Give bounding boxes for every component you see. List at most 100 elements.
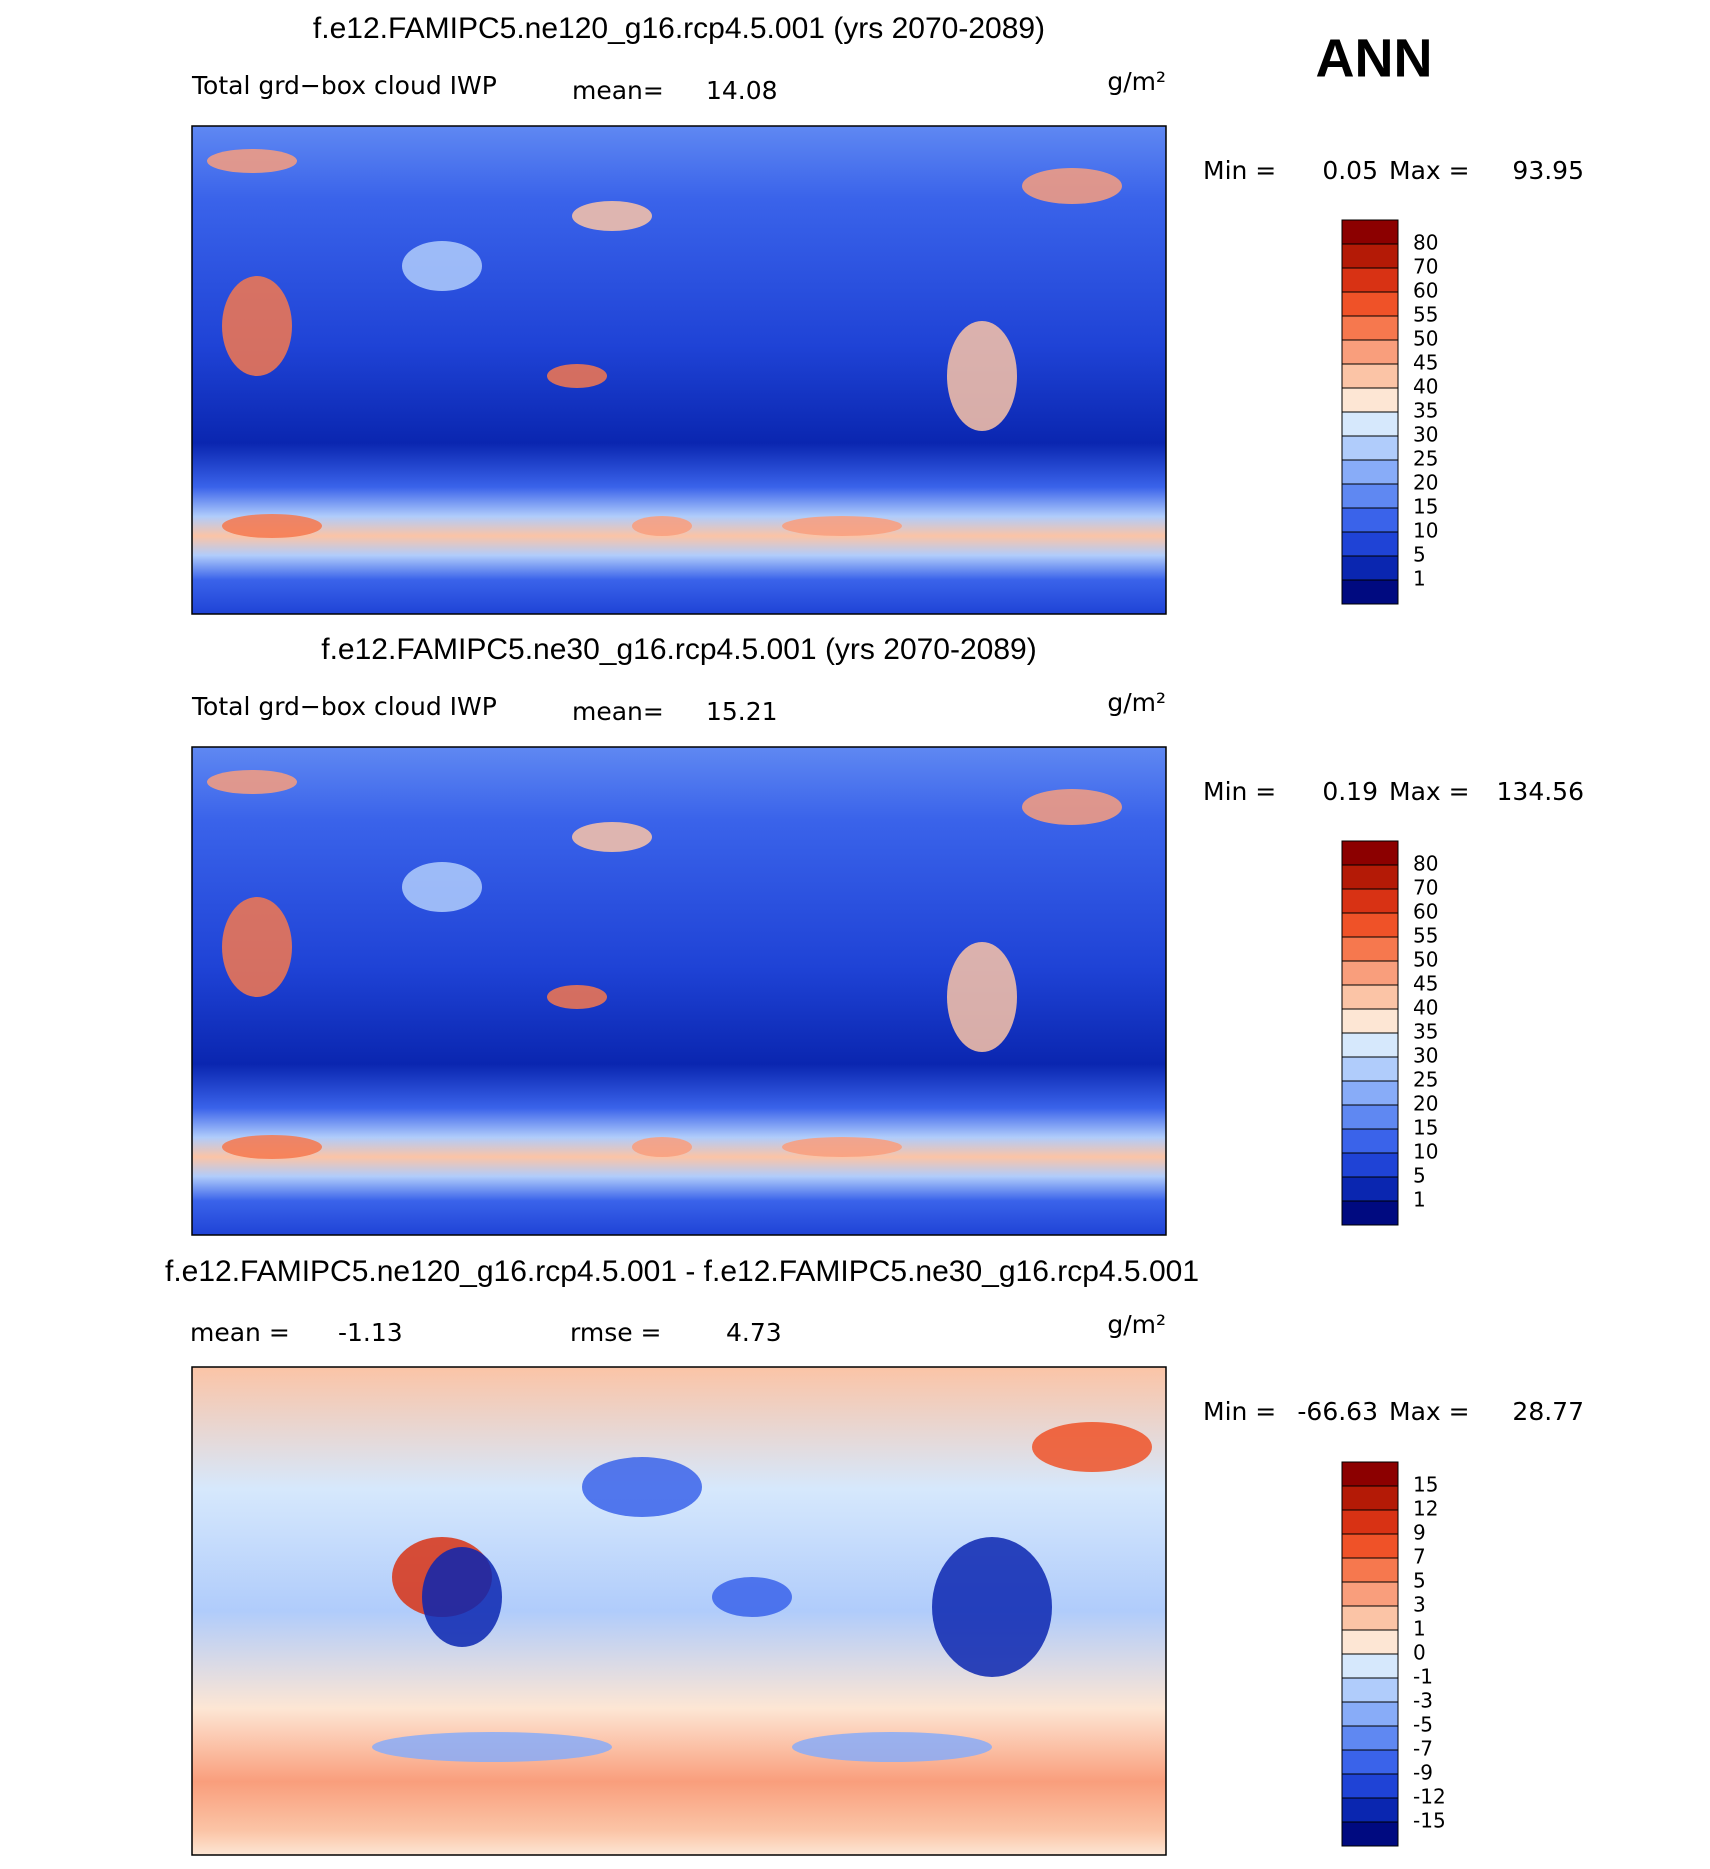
colorbar-box [1341,1533,1399,1559]
colorbar-box [1341,1677,1399,1703]
colorbar-box [1341,1104,1399,1130]
max-label: Max = [1389,1397,1470,1426]
map-feature [207,770,297,794]
colorbar-box [1341,1176,1399,1202]
colorbar-box [1341,1653,1399,1679]
map-feature [547,985,607,1009]
map-feature [782,1137,902,1157]
colorbar-label: 3 [1413,1593,1426,1617]
colorbar-label: 55 [1413,924,1438,948]
colorbar-box [1341,531,1399,557]
colorbar-label: -7 [1413,1737,1433,1761]
colorbar-box [1341,339,1399,365]
max-label: Max = [1389,156,1470,185]
figure-label: ANN [1316,28,1433,88]
max-value: 93.95 [1512,156,1584,185]
map-feature [712,1577,792,1617]
colorbar-box [1341,1629,1399,1655]
colorbar-label: 35 [1413,399,1438,423]
colorbar-label: 40 [1413,375,1438,399]
panel-title: f.e12.FAMIPC5.ne120_g16.rcp4.5.001 (yrs … [313,12,1045,45]
map-feature [1022,168,1122,204]
colorbar-label: 15 [1413,1116,1438,1140]
colorbar-box [1341,1485,1399,1511]
colorbar-label: 25 [1413,447,1438,471]
map-feature [782,516,902,536]
colorbar-box [1341,984,1399,1010]
colorbar-box [1341,936,1399,962]
map-feature [222,1135,322,1159]
colorbar-box [1341,315,1399,341]
variable-name: Total grd−box cloud IWP [191,692,497,721]
colorbar-box [1341,1152,1399,1178]
colorbar-box [1341,363,1399,389]
colorbar-label: 5 [1413,543,1426,567]
map-feature [947,942,1017,1052]
colorbar-box [1341,459,1399,485]
colorbar-label: 70 [1413,255,1438,279]
mean-label: mean= [572,76,664,105]
map-feature [632,1137,692,1157]
units: g/m² [1107,688,1166,717]
colorbar-box [1341,435,1399,461]
mean-label: mean = [190,1318,290,1347]
colorbar-label: -5 [1413,1713,1433,1737]
colorbar-label: 60 [1413,900,1438,924]
colorbar-label: 20 [1413,1092,1438,1116]
colorbar-box [1341,960,1399,986]
panel-title: f.e12.FAMIPC5.ne120_g16.rcp4.5.001 - f.e… [165,1255,1199,1288]
colorbar-box [1341,219,1399,245]
max-value: 134.56 [1497,777,1584,806]
map-feature [222,276,292,376]
colorbar-label: 45 [1413,351,1438,375]
map-feature [207,149,297,173]
colorbar-label: 5 [1413,1164,1426,1188]
colorbar-box [1341,555,1399,581]
colorbar-label: 1 [1413,567,1426,591]
colorbar-box [1341,1200,1399,1226]
colorbar-box [1341,1749,1399,1775]
colorbar-label: 80 [1413,231,1438,255]
map-feature [582,1457,702,1517]
variable-name: Total grd−box cloud IWP [191,71,497,100]
colorbar-label: 35 [1413,1020,1438,1044]
colorbar-label: 10 [1413,1140,1438,1164]
colorbar-label: 50 [1413,327,1438,351]
min-label: Min = [1203,1397,1276,1426]
colorbar-box [1341,888,1399,914]
colorbar-box [1341,1461,1399,1487]
colorbar-label: 45 [1413,972,1438,996]
colorbar-box [1341,387,1399,413]
colorbar-box [1341,840,1399,866]
units: g/m² [1107,1310,1166,1339]
rmse-value: 4.73 [726,1318,782,1347]
map-feature [572,201,652,231]
mean-value: 14.08 [706,76,778,105]
colorbar-label: -15 [1413,1809,1446,1833]
colorbar-box [1341,1605,1399,1631]
colorbar-box [1341,864,1399,890]
map-field [192,747,1166,1235]
min-value: -66.63 [1297,1397,1378,1426]
map-feature [372,1732,612,1762]
max-value: 28.77 [1512,1397,1584,1426]
colorbar-box [1341,1797,1399,1823]
colorbar-label: 15 [1413,495,1438,519]
colorbar-label: 1 [1413,1188,1426,1212]
colorbar-label: 50 [1413,948,1438,972]
map-frame [191,125,1167,615]
colorbar-label: 30 [1413,1044,1438,1068]
map-feature [402,241,482,291]
map-feature [422,1547,502,1647]
map-feature [572,822,652,852]
map-frame [191,746,1167,1236]
mean-value: 15.21 [706,697,778,726]
min-value: 0.05 [1322,156,1378,185]
colorbar-label: 20 [1413,471,1438,495]
colorbar-label: 0 [1413,1641,1426,1665]
colorbar-label: -12 [1413,1785,1446,1809]
map-feature [402,862,482,912]
map-frame [191,1366,1167,1856]
colorbar-box [1341,1581,1399,1607]
colorbar-box [1341,1773,1399,1799]
